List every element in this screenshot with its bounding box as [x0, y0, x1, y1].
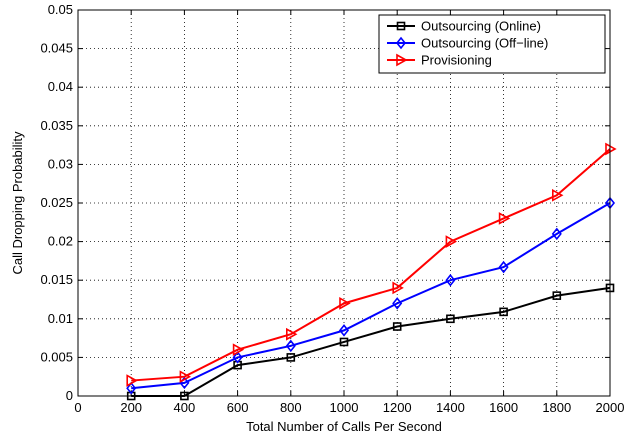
series-line — [131, 286, 611, 397]
legend-label: Provisioning — [421, 53, 492, 68]
x-tick-label: 1000 — [330, 400, 359, 415]
legend-item: Provisioning — [387, 53, 492, 68]
x-tick-label: 2000 — [596, 400, 625, 415]
y-tick-label: 0.035 — [40, 118, 73, 133]
series-2 — [126, 196, 616, 395]
data-point — [286, 353, 296, 362]
legend-marker — [396, 53, 408, 67]
y-axis-label: Call Dropping Probability — [10, 131, 25, 275]
data-point — [126, 374, 138, 387]
legend-item: Outsourcing (Off−line) — [387, 36, 548, 51]
y-tick-label: 0.025 — [40, 195, 73, 210]
legend-marker — [395, 36, 407, 50]
data-point — [392, 297, 403, 310]
x-tick-label: 800 — [280, 400, 302, 415]
legend-marker — [396, 21, 406, 31]
x-tick-label: 1800 — [542, 400, 571, 415]
series-line — [131, 202, 611, 390]
x-tick-label: 1400 — [436, 400, 465, 415]
data-point — [232, 351, 243, 364]
y-axis-ticks: 0 0.005 0.01 0.015 0.02 0.025 0.03 0.035 0.04 0.0… — [40, 2, 610, 403]
y-tick-label: 0.01 — [48, 311, 73, 326]
y-tick-label: 0.005 — [40, 349, 73, 364]
data-point — [126, 381, 137, 395]
series-layer — [126, 142, 617, 401]
plot-frame — [77, 9, 611, 397]
data-point — [551, 227, 562, 241]
y-tick-label: 0 — [66, 388, 73, 403]
x-tick-label: 400 — [174, 400, 196, 415]
data-point — [392, 322, 402, 331]
x-tick-label: 1600 — [489, 400, 518, 415]
legend-box — [378, 14, 606, 74]
data-point — [499, 307, 508, 317]
x-tick-label: 1200 — [383, 400, 412, 415]
x-tick-label: 200 — [120, 400, 142, 415]
legend: Outsourcing (Online) Outsourcing (Off−lin… — [378, 14, 606, 74]
y-tick-label: 0.02 — [48, 234, 73, 249]
data-point — [339, 337, 349, 347]
grid-lines — [78, 10, 610, 396]
legend-label: Outsourcing (Off−line) — [421, 36, 548, 51]
y-tick-label: 0.015 — [40, 272, 73, 287]
data-point — [552, 291, 562, 300]
data-point — [445, 273, 456, 287]
y-tick-label: 0.03 — [48, 156, 73, 171]
data-point — [338, 324, 350, 337]
data-point — [446, 314, 455, 324]
x-tick-label: 600 — [227, 400, 249, 415]
legend-label: Outsourcing (Online) — [421, 19, 541, 34]
data-point — [498, 212, 511, 225]
data-point — [339, 297, 351, 310]
x-axis-label: Total Number of Calls Per Second — [246, 419, 442, 434]
series-3 — [126, 142, 617, 387]
legend-item: Outsourcing (Online) — [387, 19, 541, 34]
data-point — [179, 370, 192, 384]
data-point — [285, 327, 298, 341]
data-point — [392, 281, 404, 295]
y-tick-label: 0.04 — [48, 79, 73, 94]
data-point — [285, 339, 296, 353]
data-point — [498, 260, 509, 274]
x-axis-ticks: 0 200 400 600 800 1000 1200 1400 1600 1800 2000 — [74, 10, 624, 415]
y-tick-label: 0.045 — [40, 41, 73, 56]
y-tick-label: 0.05 — [48, 2, 73, 17]
x-tick-label: 0 — [74, 400, 81, 415]
data-point — [445, 235, 458, 248]
series-line — [131, 148, 611, 382]
data-point — [551, 188, 564, 202]
data-point — [232, 343, 245, 357]
